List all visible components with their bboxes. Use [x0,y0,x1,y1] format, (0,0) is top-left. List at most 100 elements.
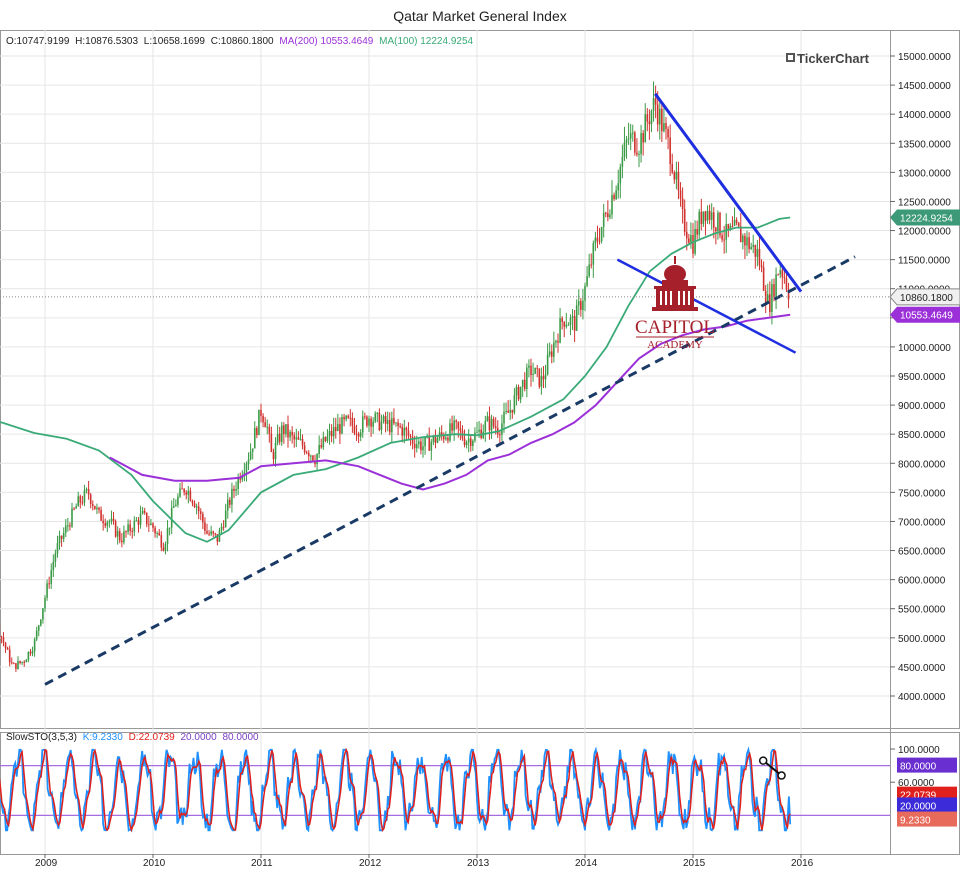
candle-body [413,443,416,449]
candle-body [154,527,156,534]
candle-body [347,415,350,418]
candle-body [81,502,84,504]
candle-body [526,367,528,389]
candle-body [667,129,669,138]
candle-body [783,276,786,279]
candle-body [19,660,21,663]
candle-body [748,237,750,250]
candle-body [391,418,393,433]
candle-body [160,535,163,548]
candle-body [193,503,196,508]
stoch-k-badge-text: 9.2330 [900,816,931,827]
candle-body [71,508,73,527]
candle-body [550,351,553,357]
candle-body [696,228,698,235]
overlay-lines [0,92,890,686]
candle-body [54,553,57,562]
candle-body [166,528,169,545]
candle-body [241,475,244,480]
candle-body [486,416,489,422]
candle-body [640,133,642,155]
candle-body [202,513,204,523]
candle-body [557,340,559,343]
candle-body [405,427,408,431]
candle-body [17,660,19,669]
candle-body [175,504,177,507]
candle-body [611,195,613,215]
candle-body [75,506,77,509]
candle-body [474,432,476,441]
stoch-y-tick-label: 60.0000 [898,778,935,789]
candle-body [316,453,318,465]
axes-layer: 15000.0000 14500.0000 14000.0000 13500.0000… [35,52,951,869]
candle-body [334,427,337,432]
candle-body [58,535,61,544]
candle-body [540,376,543,387]
y-tick-label: 7000.0000 [898,517,946,528]
candle-body [372,421,374,427]
candle-body [573,316,576,331]
candle-body [561,318,563,322]
candle-body [555,340,557,343]
candle-body [148,524,150,526]
candle-body [646,114,649,122]
candle-body [553,342,555,357]
wedge-upper-line [653,92,803,293]
y-tick-label: 4000.0000 [898,692,946,703]
candle-body [688,238,690,243]
candle-body [361,416,364,433]
candle-body [615,190,617,200]
candle-body [96,507,98,510]
candle-body [123,531,125,543]
candle-body [588,264,590,277]
candle-body [150,523,152,525]
candle-body [337,424,339,432]
candle-body [756,248,759,257]
candle-body [648,121,651,125]
candle-body [297,437,300,440]
candle-body [206,530,208,534]
candle-body [100,509,102,521]
y-tick-label: 5500.0000 [898,605,946,616]
candle-body [777,274,779,276]
candle-body [366,416,368,426]
candle-body [627,138,630,140]
stochastic-layer [0,746,890,833]
grid-lines [0,30,890,854]
candle-body [341,416,343,434]
candle-body [185,492,188,495]
candle-body [785,278,788,290]
candle-body [499,434,501,436]
stoch-lower: 20.0000 [181,732,218,743]
candle-body [642,133,644,143]
candle-body [586,276,588,286]
candle-body [355,433,358,435]
ohlc-open: O:10747.9199 [6,36,70,47]
candle-body [125,531,127,533]
candle-body [332,427,335,437]
candle-body [739,226,742,243]
candle-body [243,472,246,476]
candle-body [544,374,547,380]
y-tick-label: 13500.0000 [898,139,951,150]
candle-body [197,506,200,512]
candle-body [274,443,277,460]
candle-body [671,164,674,173]
y-tick-label: 13000.0000 [898,168,951,179]
candle-body [631,132,634,134]
candle-body [10,662,13,664]
badges-layer: 12224.9254 10860.1800 10553.4649 80.0000 22.… [889,209,960,827]
candle-body [145,512,148,525]
candle-body [266,426,269,428]
candle-body [318,445,320,454]
candle-body [216,534,219,542]
candle-body [251,448,254,452]
candle-body [704,211,707,221]
stoch-k: K:9.2330 [83,732,123,743]
candle-body [675,171,678,180]
ohlc-high: H:10876.5303 [75,36,138,47]
ma200-badge-shape [890,306,960,323]
wedge-lower-line [616,258,797,354]
candle-body [771,284,773,313]
